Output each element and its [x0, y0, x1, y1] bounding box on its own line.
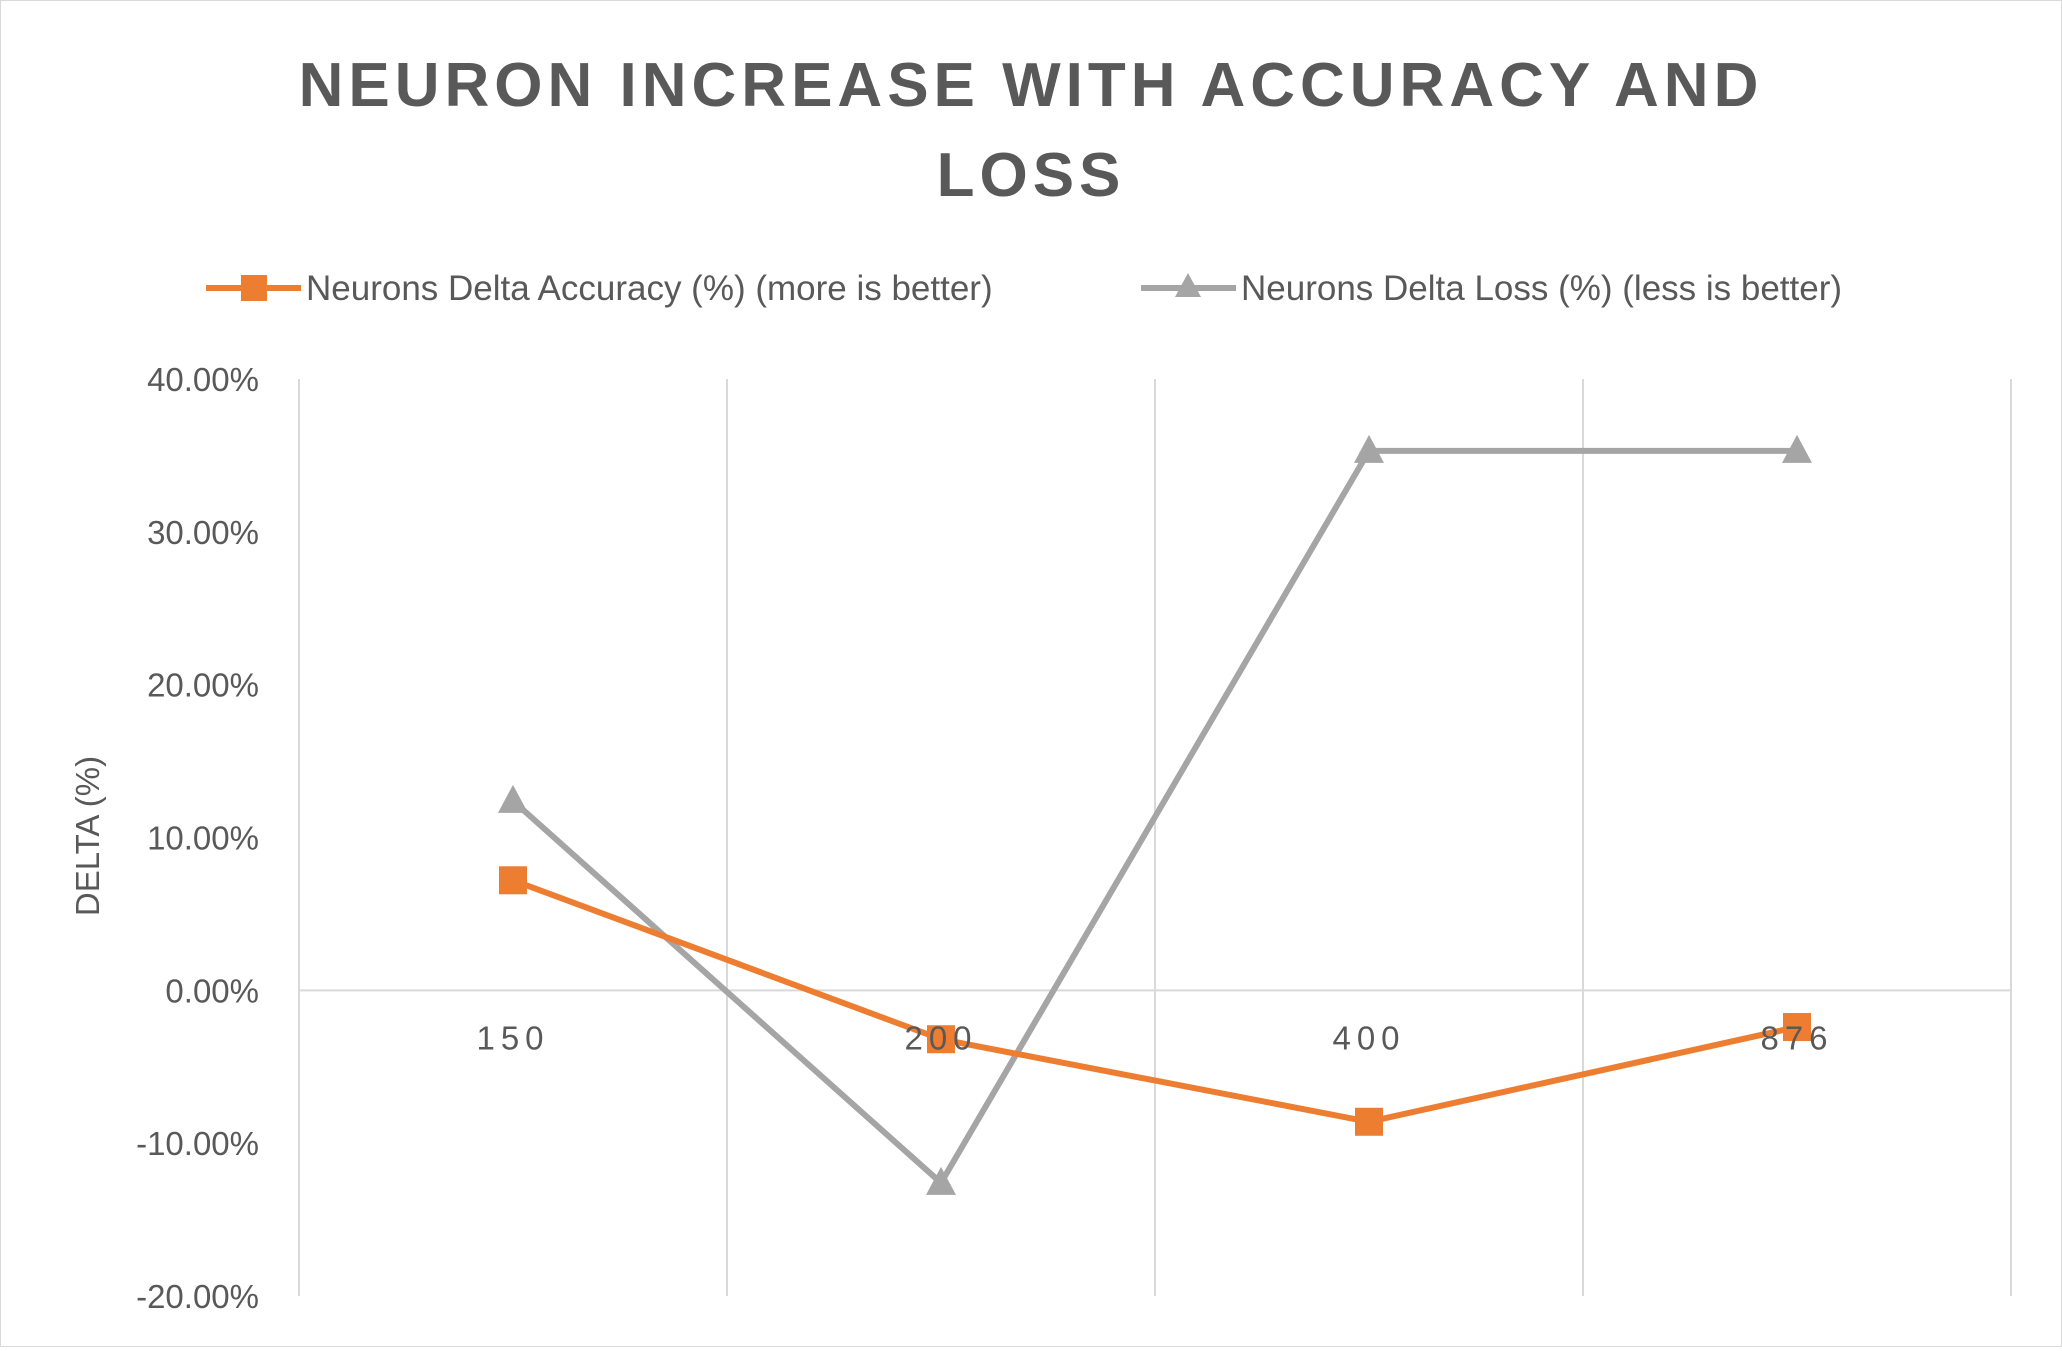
- data-point-loss: [1354, 434, 1384, 463]
- data-point-accuracy: [927, 1025, 955, 1054]
- x-tick-label: 200: [904, 1019, 977, 1056]
- series-lines: [511, 447, 1798, 1186]
- data-point-accuracy: [1783, 1013, 1811, 1042]
- series-line-loss: [511, 447, 1797, 1186]
- y-tick-label: 40.00%: [147, 361, 259, 398]
- series-markers: [498, 434, 1812, 1195]
- legend-label-accuracy: Neurons Delta Accuracy (%) (more is bett…: [306, 269, 993, 308]
- data-point-loss: [1782, 434, 1812, 463]
- legend-item-loss: Neurons Delta Loss (%) (less is better): [1141, 269, 1842, 308]
- series-line-accuracy: [511, 877, 1798, 1125]
- x-axis-ticks: 150 200 400 876: [476, 1019, 1833, 1056]
- y-tick-label: 0.00%: [165, 972, 259, 1009]
- legend-triangle-marker: [1175, 273, 1201, 297]
- gridlines: [298, 379, 2012, 1296]
- data-point-accuracy: [499, 866, 527, 895]
- y-axis-ticks: 40.00% 30.00% 20.00% 10.00% 0.00% -10.00% -20.…: [136, 361, 259, 1315]
- x-tick-label: 876: [1760, 1019, 1833, 1056]
- y-tick-label: -10.00%: [136, 1125, 259, 1162]
- data-point-loss: [926, 1166, 956, 1195]
- y-tick-label: 10.00%: [147, 820, 259, 857]
- y-tick-label: 20.00%: [147, 667, 259, 704]
- legend: Neurons Delta Accuracy (%) (more is bett…: [206, 269, 1842, 308]
- y-axis-title: DELTA (%): [69, 756, 106, 916]
- legend-item-accuracy: Neurons Delta Accuracy (%) (more is bett…: [206, 269, 993, 308]
- x-tick-label: 150: [476, 1019, 549, 1056]
- legend-label-loss: Neurons Delta Loss (%) (less is better): [1241, 269, 1842, 308]
- y-tick-label: 30.00%: [147, 514, 259, 551]
- y-tick-label: -20.00%: [136, 1278, 259, 1315]
- data-point-loss: [498, 784, 528, 813]
- x-tick-label: 400: [1332, 1019, 1405, 1056]
- chart-title-line-2: LOSS: [937, 141, 1126, 210]
- chart-title-line-1: NEURON INCREASE WITH ACCURACY AND: [299, 51, 1764, 120]
- data-point-accuracy: [1355, 1107, 1383, 1136]
- legend-square-marker: [241, 275, 267, 301]
